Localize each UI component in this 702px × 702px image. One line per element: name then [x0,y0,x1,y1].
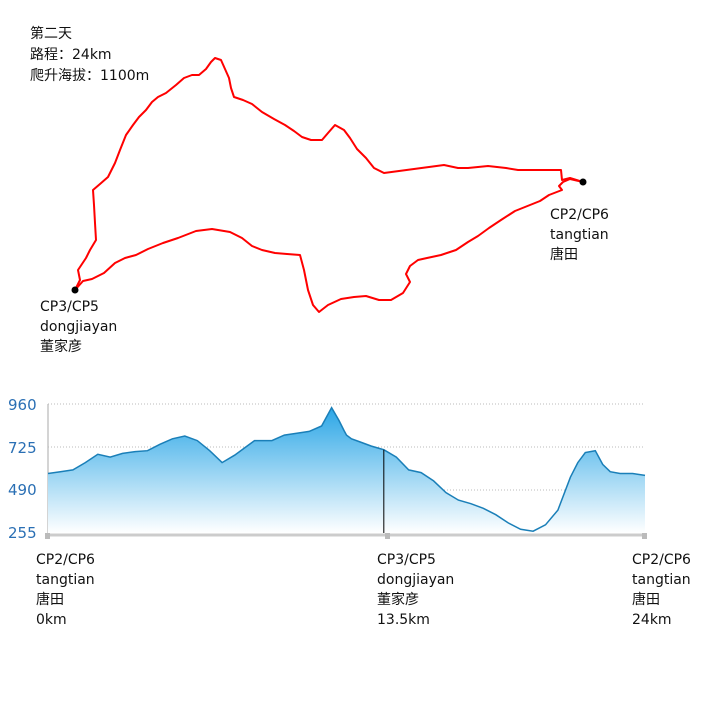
cp3-marker [71,286,79,294]
cp2-name: 唐田 [550,247,578,263]
cp3-pinyin: dongjiayan [40,319,118,335]
x-label-name: 唐田 [36,592,64,608]
x-label-code: CP3/CP5 [377,552,436,568]
x-label-name: 董家彦 [377,592,419,608]
y-tick-label: 255 [8,524,37,542]
x-label-name: 唐田 [632,592,660,608]
day-title: 第二天 [30,26,72,42]
x-tick-mid [385,533,390,539]
route-info: 第二天 路程：24km 爬升海拔：1100m [30,24,149,87]
y-tick-label: 725 [8,439,37,457]
x-label-start: CP2/CP6 tangtian 唐田 0km [36,550,95,630]
cp3-code: CP3/CP5 [40,299,99,315]
route-line [74,178,584,313]
cp2-map-label: CP2/CP6 tangtian 唐田 [550,205,609,265]
cp3-name: 董家彦 [40,339,82,355]
x-label-code: CP2/CP6 [632,552,691,568]
y-tick-label: 960 [8,396,37,414]
x-label-dist: 0km [36,612,67,628]
cp2-pinyin: tangtian [550,227,609,243]
x-label-code: CP2/CP6 [36,552,95,568]
elevation-line [47,406,646,532]
x-tick-end [642,533,647,539]
x-label-pinyin: dongjiayan [377,572,455,588]
x-label-dist: 24km [632,612,672,628]
elevation-area [48,407,645,533]
y-tick-label: 490 [8,481,37,499]
route-line-upper [74,57,584,291]
cp2-code: CP2/CP6 [550,207,609,223]
x-label-pinyin: tangtian [632,572,691,588]
cp3-map-label: CP3/CP5 dongjiayan 董家彦 [40,297,117,357]
x-label-pinyin: tangtian [36,572,95,588]
x-label-mid: CP3/CP5 dongjiayan 董家彦 13.5km [377,550,454,630]
cp2-marker [579,178,587,186]
x-label-end: CP2/CP6 tangtian 唐田 24km [632,550,691,630]
x-tick-start [45,533,50,539]
x-label-dist: 13.5km [377,612,430,628]
distance-text: 路程：24km [30,47,112,63]
climb-text: 爬升海拔：1100m [30,68,150,84]
